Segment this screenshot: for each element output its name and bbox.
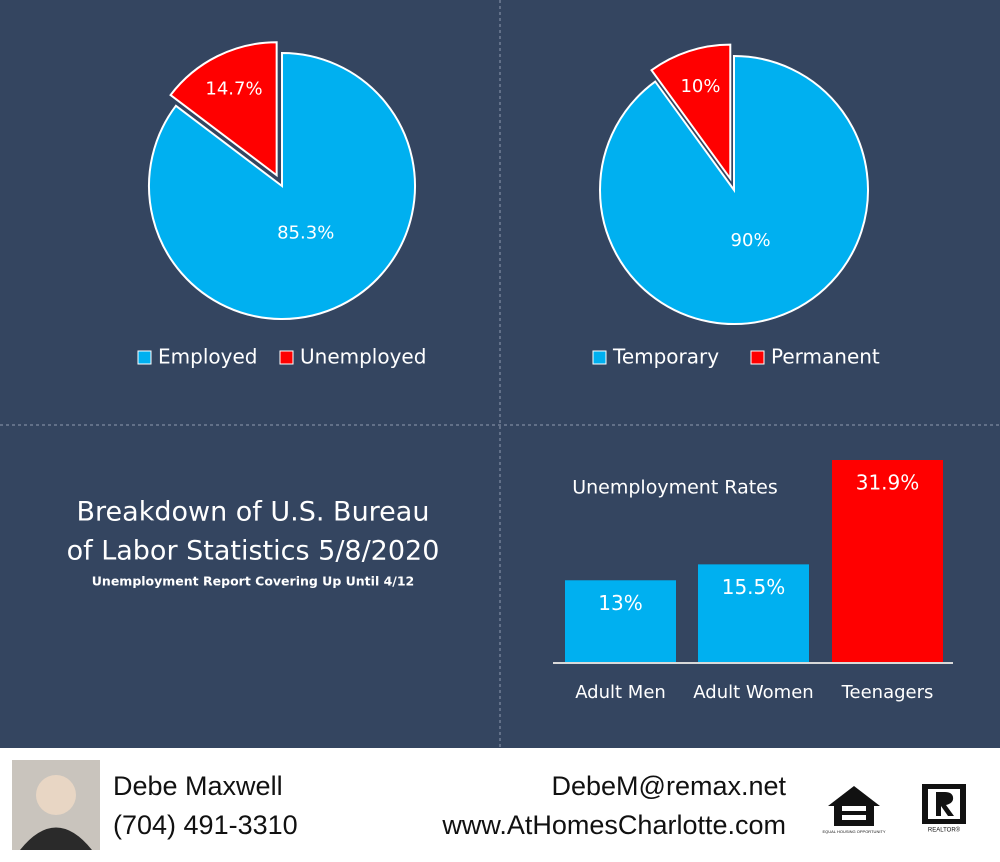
pie-slice	[599, 54, 869, 325]
legend-swatch	[592, 350, 607, 365]
logo-text: EQUAL HOUSING OPPORTUNITY	[822, 829, 885, 834]
subtitle: Unemployment Report Covering Up Until 4/…	[92, 574, 414, 589]
value-label: 13%	[598, 591, 642, 615]
x-tick-label: Adult Women	[693, 682, 813, 703]
realtor-logo: REALTOR®	[922, 784, 966, 834]
title-line: of Labor Statistics 5/8/2020	[67, 536, 440, 567]
equal-housing-logo: EQUAL HOUSING OPPORTUNITY	[822, 786, 886, 834]
agent-phone: (704) 491-3310	[113, 810, 298, 840]
agent-email: DebeM@remax.net	[552, 771, 787, 801]
legend-swatch	[279, 350, 294, 365]
value-label: 31.9%	[856, 471, 920, 495]
agent-name: Debe Maxwell	[113, 771, 283, 801]
slice-label: 14.7%	[205, 79, 262, 100]
title-line: Breakdown of U.S. Bureau	[77, 497, 430, 528]
bar	[832, 460, 943, 663]
chart-title: Unemployment Rates	[572, 477, 778, 499]
bar	[565, 580, 676, 663]
pie-slice	[650, 43, 732, 182]
x-tick-label: Teenagers	[841, 682, 934, 703]
legend-label: Unemployed	[300, 345, 426, 369]
logo-text: REALTOR®	[928, 827, 961, 834]
slice-label: 90%	[731, 230, 771, 251]
bar	[698, 564, 809, 663]
legend-label: Employed	[158, 345, 257, 369]
legend-swatch	[137, 350, 152, 365]
legend-label: Permanent	[771, 345, 880, 369]
slice-label: 85.3%	[277, 223, 334, 244]
value-label: 15.5%	[722, 575, 786, 599]
agent-website: www.AtHomesCharlotte.com	[441, 810, 786, 840]
legend-swatch	[750, 350, 765, 365]
photo	[12, 760, 100, 850]
pie-slice	[169, 41, 278, 178]
slice-label: 10%	[680, 76, 720, 97]
x-tick-label: Adult Men	[575, 682, 666, 703]
pie-slice	[148, 51, 416, 320]
legend-label: Temporary	[612, 345, 719, 369]
